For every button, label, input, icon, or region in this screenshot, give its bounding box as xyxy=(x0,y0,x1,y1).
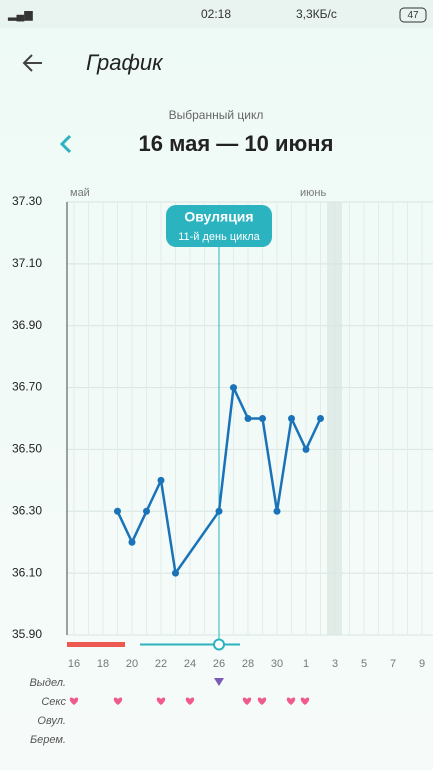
row-label: Секс xyxy=(41,696,66,708)
battery: 47 xyxy=(407,10,419,21)
x-tick-label: 18 xyxy=(97,658,109,670)
row-label: Выдел. xyxy=(29,677,66,689)
y-tick-label: 36.50 xyxy=(12,442,42,456)
signal: ▂▄▆ xyxy=(7,9,33,22)
line-segment xyxy=(261,418,279,512)
x-tick-label: 22 xyxy=(155,658,167,670)
x-tick-label: 1 xyxy=(303,658,309,670)
data-point xyxy=(302,445,310,453)
line-segment xyxy=(116,510,134,543)
data-point xyxy=(215,507,223,515)
line-segment xyxy=(275,418,293,512)
y-tick-label: 36.90 xyxy=(12,318,42,332)
net-speed: 3,3КБ/с xyxy=(296,7,337,21)
y-tick-label: 37.30 xyxy=(12,194,42,208)
data-point xyxy=(259,415,266,422)
discharge-icon xyxy=(214,678,224,686)
data-point xyxy=(244,415,252,422)
ovulation-subtitle: 11-й день цикла xyxy=(178,231,260,243)
row-label: Берем. xyxy=(30,734,66,746)
line-segment xyxy=(174,510,221,574)
month-label: июнь xyxy=(300,187,326,199)
data-point xyxy=(273,507,281,515)
x-tick-label: 9 xyxy=(419,658,425,670)
x-tick-label: 3 xyxy=(332,658,338,670)
data-point xyxy=(143,507,150,515)
x-tick-label: 28 xyxy=(242,658,254,670)
y-tick-label: 36.10 xyxy=(12,565,42,579)
line-segment xyxy=(232,387,250,420)
line-segment xyxy=(217,387,235,512)
y-tick-label: 36.70 xyxy=(12,380,42,394)
x-tick-label: 16 xyxy=(68,658,80,670)
page-title: График xyxy=(86,50,164,75)
line-segment xyxy=(290,417,308,450)
line-segment xyxy=(159,480,177,574)
data-point xyxy=(157,476,165,484)
month-label: май xyxy=(70,187,90,199)
data-point xyxy=(114,507,121,515)
prev-cycle[interactable] xyxy=(59,134,72,154)
x-tick-label: 7 xyxy=(390,658,396,670)
ovulation-marker xyxy=(213,638,225,651)
line-segment xyxy=(130,510,148,543)
data-point xyxy=(317,415,324,422)
status-bar xyxy=(0,0,433,28)
x-tick-label: 30 xyxy=(271,658,283,670)
cycle-range: 16 мая — 10 июня xyxy=(139,131,334,156)
period-bar xyxy=(67,642,125,647)
x-tick-label: 5 xyxy=(361,658,367,670)
data-point xyxy=(128,538,136,546)
back-button[interactable] xyxy=(22,54,42,72)
y-tick-label: 37.10 xyxy=(12,256,42,270)
ovulation-badge xyxy=(166,205,272,247)
line-segment xyxy=(145,479,163,512)
data-point xyxy=(172,569,179,577)
y-tick-label: 36.30 xyxy=(12,503,42,517)
y-tick-label: 35.90 xyxy=(12,627,42,641)
line-segment xyxy=(304,417,322,450)
x-tick-label: 24 xyxy=(184,658,196,670)
today-column xyxy=(327,202,342,635)
data-point xyxy=(230,384,237,392)
ovulation-title: Овуляция xyxy=(184,209,253,225)
x-tick-label: 26 xyxy=(213,658,225,670)
cycle-caption: Выбранный цикл xyxy=(169,108,264,122)
x-tick-label: 20 xyxy=(126,658,138,670)
row-label: Овул. xyxy=(37,715,66,727)
clock: 02:18 xyxy=(201,7,231,21)
battery-frame xyxy=(399,7,427,23)
data-point xyxy=(288,415,295,422)
plot xyxy=(114,384,324,577)
